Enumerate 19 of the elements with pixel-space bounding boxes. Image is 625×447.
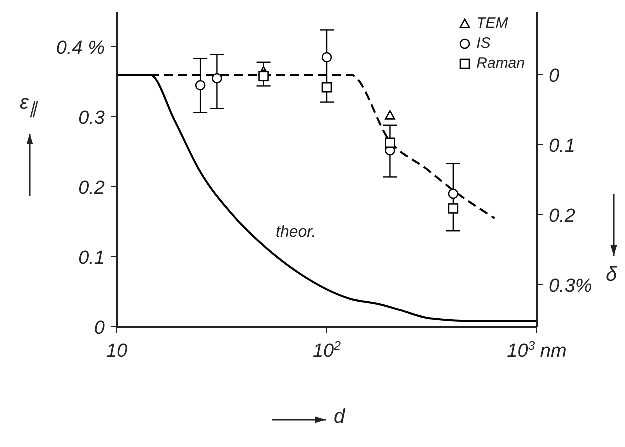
y-tick-label: 0.2 bbox=[78, 178, 106, 199]
y-tick-label: 0.3 bbox=[78, 108, 106, 129]
x-tick-label: 10$^{2}$ bbox=[312, 339, 342, 362]
y2-tick-label: 0.1 bbox=[549, 136, 576, 157]
x-tick-label: 10 bbox=[106, 341, 128, 362]
y-tick-label: 0.4 % bbox=[56, 38, 106, 59]
y-tick-label: 0 bbox=[94, 318, 106, 339]
y2-tick-label: 0.3% bbox=[549, 276, 592, 297]
x-tick-label: 10$^{3}$ nm bbox=[507, 339, 567, 362]
y2-axis-title: δ bbox=[606, 264, 618, 287]
x-axis-title: d bbox=[334, 406, 346, 429]
legend-label: IS bbox=[476, 34, 491, 54]
y2-tick-label: 0 bbox=[549, 66, 560, 87]
annotation: theor. bbox=[276, 224, 316, 242]
y2-tick-label: 0.2 bbox=[549, 206, 576, 227]
legend-label: TEM bbox=[476, 14, 508, 34]
legend-label: Raman bbox=[476, 54, 525, 74]
y-tick-label: 0.1 bbox=[78, 248, 105, 269]
y-axis-title: ε$_{∥}$ bbox=[20, 92, 37, 119]
